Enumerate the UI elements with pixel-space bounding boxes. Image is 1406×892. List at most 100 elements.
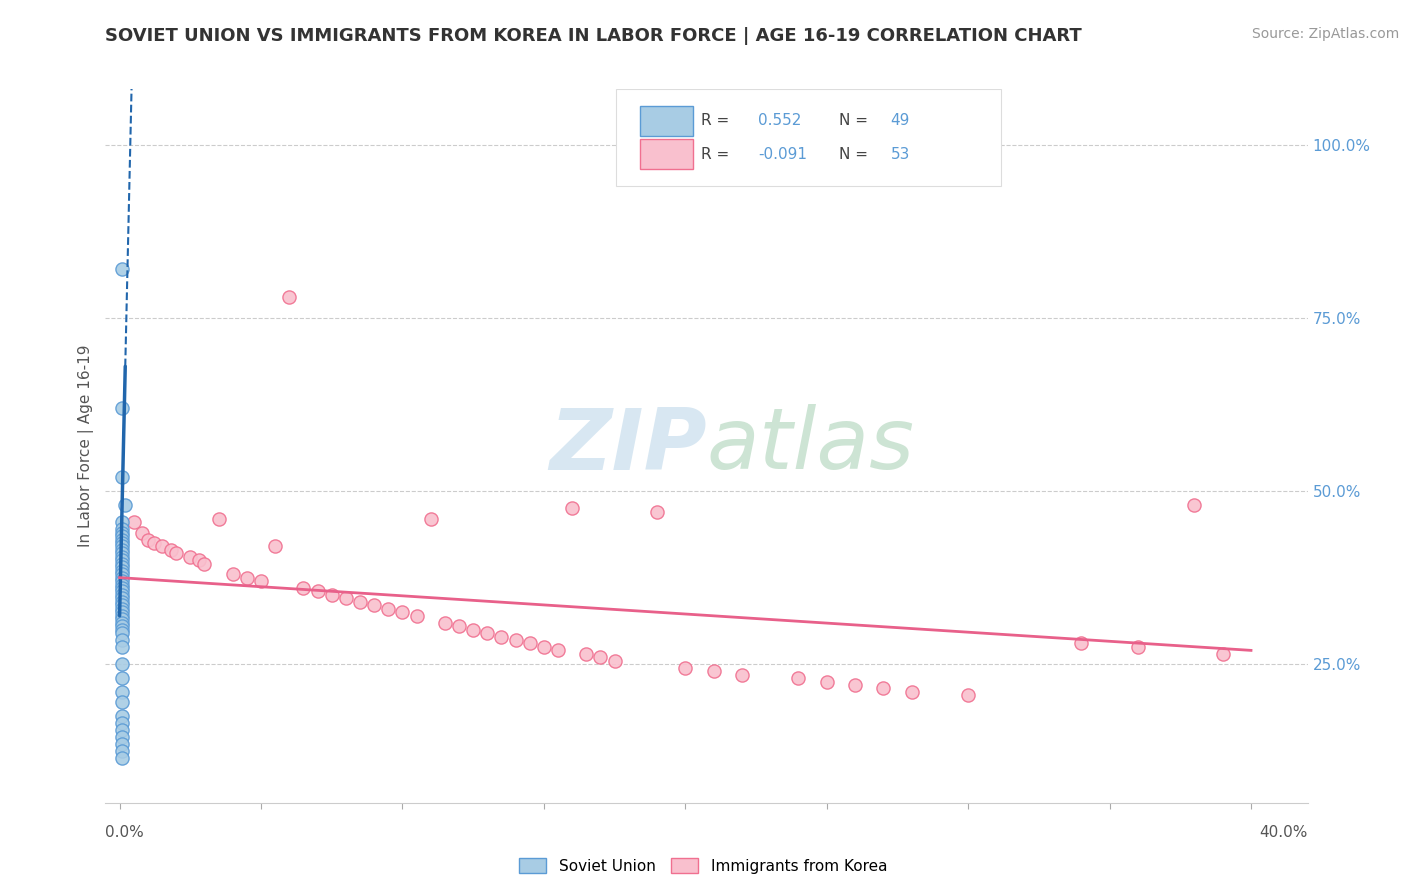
Point [111, 581, 134, 595]
Point [419, 512, 441, 526]
Point [111, 602, 134, 616]
Point [603, 654, 626, 668]
Point [131, 525, 153, 540]
Point [111, 595, 134, 609]
Point [703, 664, 725, 678]
Text: SOVIET UNION VS IMMIGRANTS FROM KOREA IN LABOR FORCE | AGE 16-19 CORRELATION CHA: SOVIET UNION VS IMMIGRANTS FROM KOREA IN… [105, 27, 1083, 45]
Point [111, 525, 134, 540]
Point [491, 630, 513, 644]
Point [111, 546, 134, 560]
Point [111, 591, 134, 606]
Point [111, 470, 134, 484]
Point [111, 584, 134, 599]
Point [731, 667, 754, 681]
FancyBboxPatch shape [640, 105, 693, 136]
Point [142, 536, 165, 550]
Text: Source: ZipAtlas.com: Source: ZipAtlas.com [1251, 27, 1399, 41]
Point [111, 685, 134, 699]
Text: atlas: atlas [707, 404, 914, 488]
Point [405, 608, 427, 623]
Point [1212, 647, 1234, 661]
Point [533, 640, 555, 654]
Point [111, 623, 134, 637]
Point [111, 716, 134, 731]
Point [1126, 640, 1149, 654]
Point [111, 744, 134, 758]
Point [111, 577, 134, 591]
Text: R =: R = [700, 113, 734, 128]
Point [447, 619, 470, 633]
Point [111, 599, 134, 613]
Point [111, 564, 134, 578]
Point [250, 574, 273, 588]
Point [111, 401, 134, 415]
Point [111, 730, 134, 744]
Point [236, 571, 259, 585]
Point [222, 567, 245, 582]
Point [1070, 636, 1092, 650]
Point [111, 632, 134, 647]
Point [111, 695, 134, 709]
Point [111, 737, 134, 751]
Point [111, 709, 134, 723]
Point [111, 560, 134, 574]
Point [292, 581, 315, 595]
Point [111, 723, 134, 737]
Point [815, 674, 838, 689]
Legend: Soviet Union, Immigrants from Korea: Soviet Union, Immigrants from Korea [513, 852, 893, 880]
Point [111, 543, 134, 558]
Text: R =: R = [700, 146, 734, 161]
Point [787, 671, 810, 685]
Point [519, 636, 541, 650]
Point [321, 588, 343, 602]
Text: N =: N = [839, 146, 873, 161]
Point [111, 262, 134, 277]
Point [111, 567, 134, 582]
Point [136, 533, 159, 547]
Point [111, 626, 134, 640]
Point [1184, 498, 1206, 512]
Point [111, 529, 134, 543]
Point [463, 623, 485, 637]
Point [433, 615, 456, 630]
Point [111, 588, 134, 602]
Point [111, 522, 134, 536]
Point [673, 661, 696, 675]
Text: N =: N = [839, 113, 873, 128]
Point [111, 557, 134, 571]
Point [111, 751, 134, 765]
Point [872, 681, 894, 696]
Point [150, 540, 173, 554]
Y-axis label: In Labor Force | Age 16-19: In Labor Force | Age 16-19 [79, 344, 94, 548]
Point [111, 671, 134, 685]
Text: ZIP: ZIP [548, 404, 707, 488]
Point [561, 501, 583, 516]
Point [335, 591, 357, 606]
Point [193, 557, 215, 571]
Point [111, 657, 134, 672]
Point [111, 533, 134, 547]
Point [111, 540, 134, 554]
Point [575, 647, 598, 661]
Point [111, 605, 134, 619]
Point [179, 549, 201, 564]
Point [307, 584, 329, 599]
Text: 0.0%: 0.0% [105, 825, 145, 840]
Text: 0.552: 0.552 [758, 113, 801, 128]
Point [111, 549, 134, 564]
Point [547, 643, 569, 657]
Point [957, 689, 980, 703]
Point [114, 498, 136, 512]
Point [477, 626, 499, 640]
Point [111, 640, 134, 654]
Point [111, 571, 134, 585]
Point [349, 595, 371, 609]
Point [645, 505, 668, 519]
Point [278, 290, 301, 304]
Point [207, 512, 229, 526]
Point [187, 553, 209, 567]
Point [363, 599, 385, 613]
Point [165, 546, 187, 560]
Point [391, 605, 413, 619]
Point [505, 632, 527, 647]
